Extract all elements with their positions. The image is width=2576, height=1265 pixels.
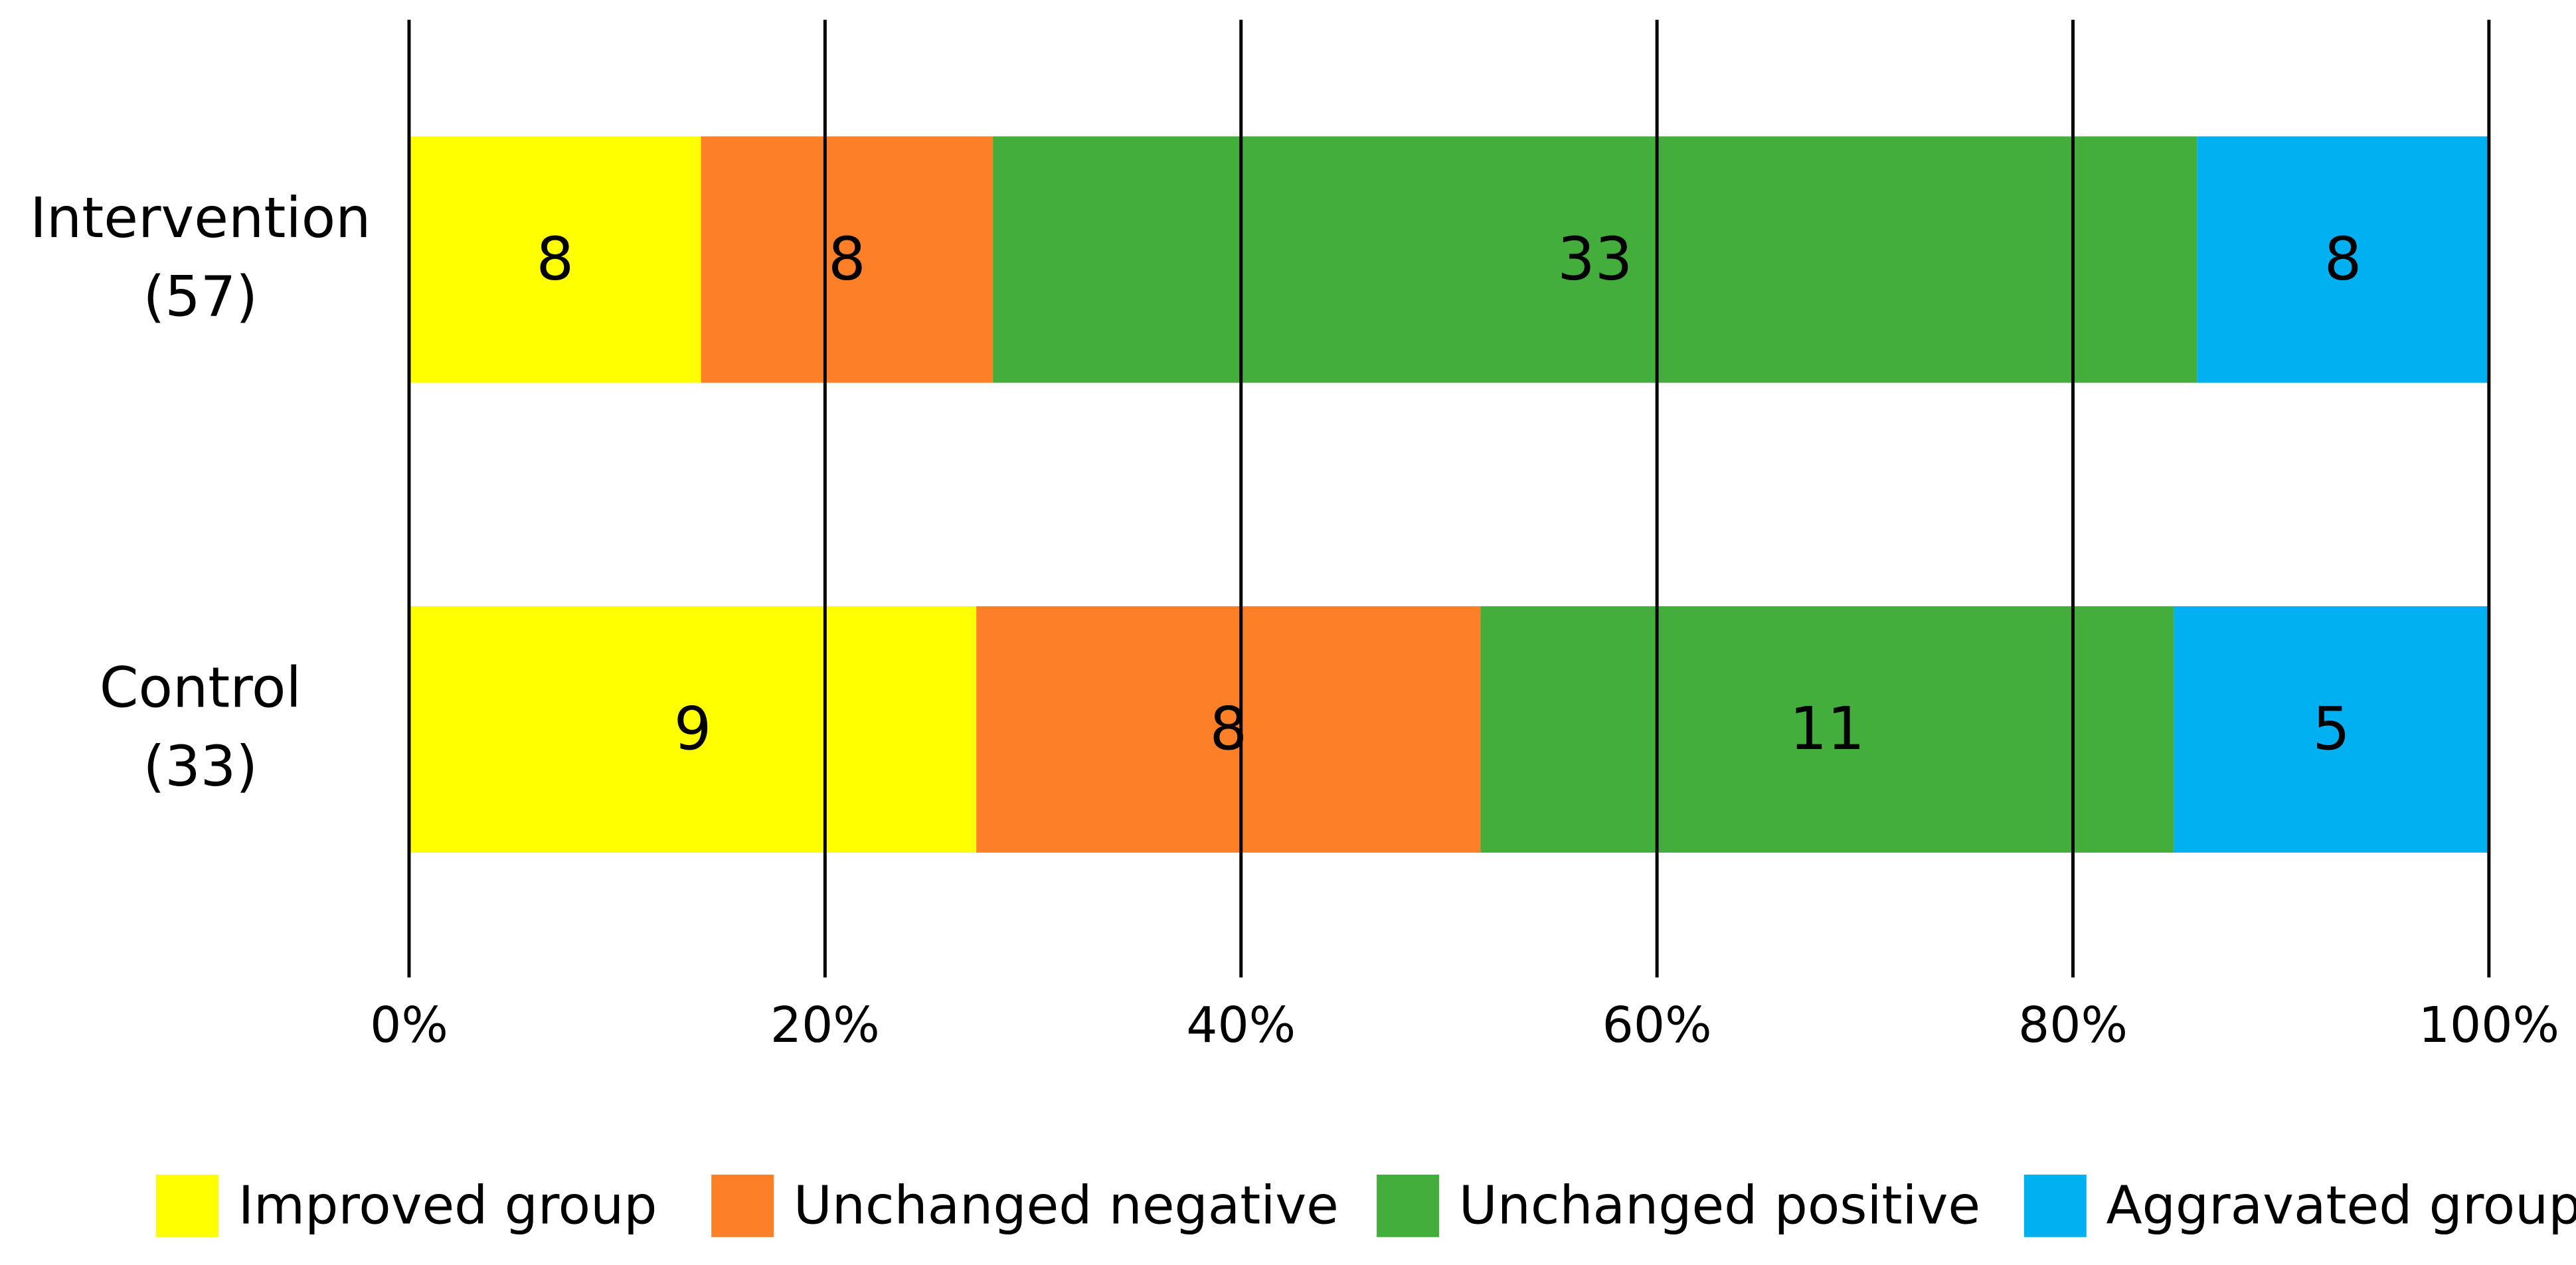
- data-label: 5: [2312, 695, 2350, 764]
- bar-segment: [408, 606, 977, 853]
- data-label: 33: [1557, 224, 1632, 294]
- legend-label: Unchanged negative: [794, 1175, 1339, 1236]
- data-label: 8: [536, 224, 574, 294]
- bar-segment: [2174, 606, 2489, 853]
- bar-segment: [2197, 136, 2489, 383]
- x-tick-label: 60%: [1602, 996, 1712, 1054]
- legend-swatch: [156, 1174, 219, 1237]
- category-label: (57): [143, 264, 258, 329]
- legend-swatch: [1377, 1174, 1440, 1237]
- bar-segment: [1480, 606, 2174, 853]
- data-label: 8: [828, 224, 866, 294]
- bar-segment: [701, 136, 993, 383]
- legend-swatch: [711, 1174, 774, 1237]
- x-tick-label: 100%: [2419, 996, 2559, 1054]
- data-label: 8: [2324, 224, 2362, 294]
- legend-label: Aggravated group: [2106, 1175, 2576, 1236]
- bar-segment: [408, 136, 701, 383]
- x-tick-label: 0%: [370, 996, 448, 1054]
- legend-swatch: [2023, 1174, 2087, 1237]
- legend-label: Unchanged positive: [1459, 1175, 1980, 1236]
- bar-segment: [976, 606, 1481, 853]
- x-tick-label: 80%: [2018, 996, 2128, 1054]
- category-label: Intervention: [30, 185, 371, 250]
- x-tick-label: 40%: [1186, 996, 1296, 1054]
- category-label: Control: [100, 655, 301, 720]
- data-label: 11: [1790, 695, 1865, 764]
- data-label: 9: [674, 695, 712, 764]
- legend-label: Improved group: [238, 1175, 657, 1236]
- bar-segment: [993, 136, 2197, 383]
- x-tick-label: 20%: [770, 996, 880, 1054]
- category-label: (33): [143, 734, 258, 799]
